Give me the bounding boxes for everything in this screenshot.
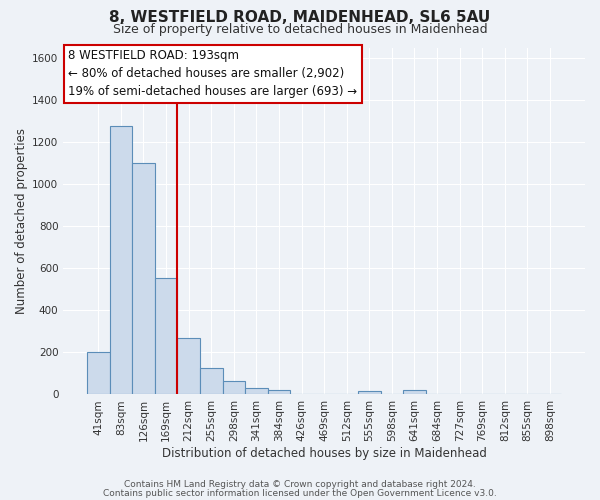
Bar	[200, 368, 223, 394]
Text: Contains public sector information licensed under the Open Government Licence v3: Contains public sector information licen…	[103, 488, 497, 498]
Text: Contains HM Land Registry data © Crown copyright and database right 2024.: Contains HM Land Registry data © Crown c…	[124, 480, 476, 489]
Bar	[358, 392, 380, 394]
Text: 8, WESTFIELD ROAD, MAIDENHEAD, SL6 5AU: 8, WESTFIELD ROAD, MAIDENHEAD, SL6 5AU	[109, 10, 491, 25]
Text: Size of property relative to detached houses in Maidenhead: Size of property relative to detached ho…	[113, 22, 487, 36]
Bar	[223, 382, 245, 394]
Bar	[268, 390, 290, 394]
Bar	[403, 390, 426, 394]
X-axis label: Distribution of detached houses by size in Maidenhead: Distribution of detached houses by size …	[162, 447, 487, 460]
Bar	[155, 278, 178, 394]
Text: 8 WESTFIELD ROAD: 193sqm
← 80% of detached houses are smaller (2,902)
19% of sem: 8 WESTFIELD ROAD: 193sqm ← 80% of detach…	[68, 49, 358, 98]
Bar	[178, 338, 200, 394]
Bar	[132, 163, 155, 394]
Bar	[110, 126, 132, 394]
Bar	[245, 388, 268, 394]
Y-axis label: Number of detached properties: Number of detached properties	[15, 128, 28, 314]
Bar	[87, 352, 110, 395]
